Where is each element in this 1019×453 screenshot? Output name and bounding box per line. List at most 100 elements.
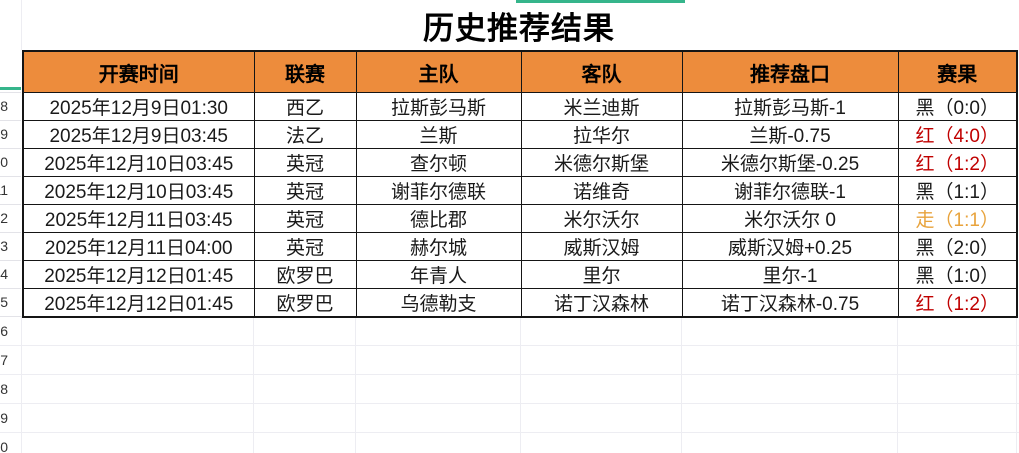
table-row: 2025年12月10日03:45 英冠 谢菲尔德联 诺维奇 谢菲尔德联-1 黑（1:1）	[22, 176, 1018, 205]
row-number[interactable]: 20	[0, 439, 8, 453]
row-number[interactable]: 14	[0, 266, 8, 282]
row-number[interactable]: 10	[0, 154, 8, 170]
row-number-strip: 8 9 10 11 12 13 14 15 16 17 18 19 20	[0, 0, 22, 453]
gridline	[21, 0, 22, 50]
cell-league[interactable]: 欧罗巴	[253, 260, 357, 289]
table-row: 2025年12月9日03:45 法乙 兰斯 拉华尔 兰斯-0.75 红（4:0）	[22, 120, 1018, 149]
column-header-home[interactable]: 主队	[355, 50, 522, 93]
cell-time[interactable]: 2025年12月12日01:45	[22, 288, 255, 318]
cell-time[interactable]: 2025年12月10日03:45	[22, 148, 255, 177]
row-number[interactable]: 18	[0, 381, 8, 397]
cell-result[interactable]: 黑（1:1）	[897, 176, 1018, 205]
cell-league[interactable]: 英冠	[253, 176, 357, 205]
cell-home[interactable]: 拉斯彭马斯	[355, 92, 522, 121]
cell-away[interactable]: 米尔沃尔	[520, 204, 683, 233]
cell-time[interactable]: 2025年12月11日04:00	[22, 232, 255, 261]
column-header-time[interactable]: 开赛时间	[22, 50, 255, 93]
table-row: 2025年12月10日03:45 英冠 查尔顿 米德尔斯堡 米德尔斯堡-0.25 红（1:…	[22, 148, 1018, 177]
cell-away[interactable]: 威斯汉姆	[520, 232, 683, 261]
cell-league[interactable]: 西乙	[253, 92, 357, 121]
gridline	[0, 260, 21, 261]
row-number[interactable]: 17	[0, 352, 8, 368]
cell-result[interactable]: 红（1:2）	[897, 148, 1018, 177]
cell-result[interactable]: 走（1:1）	[897, 204, 1018, 233]
gridline	[0, 148, 21, 149]
cell-time[interactable]: 2025年12月9日03:45	[22, 120, 255, 149]
gridline	[0, 232, 21, 233]
column-header-handicap[interactable]: 推荐盘口	[681, 50, 899, 93]
cell-league[interactable]: 英冠	[253, 232, 357, 261]
gridline	[0, 316, 21, 317]
cell-away[interactable]: 米德尔斯堡	[520, 148, 683, 177]
cell-result[interactable]: 黑（2:0）	[897, 232, 1018, 261]
cell-result[interactable]: 红（4:0）	[897, 120, 1018, 149]
gridline	[21, 316, 22, 453]
cell-away[interactable]: 诺维奇	[520, 176, 683, 205]
cell-away[interactable]: 米兰迪斯	[520, 92, 683, 121]
cell-result[interactable]: 黑（0:0）	[897, 92, 1018, 121]
cell-league[interactable]: 法乙	[253, 120, 357, 149]
row-number[interactable]: 16	[0, 323, 8, 339]
cell-result[interactable]: 红（1:2）	[897, 288, 1018, 318]
cell-away[interactable]: 诺丁汉森林	[520, 288, 683, 318]
table-row: 2025年12月12日01:45 欧罗巴 乌德勒支 诺丁汉森林 诺丁汉森林-0.75 红（…	[22, 288, 1018, 318]
gridline	[253, 316, 254, 453]
cell-home[interactable]: 年青人	[355, 260, 522, 289]
gridline	[681, 316, 682, 453]
cell-handicap[interactable]: 诺丁汉森林-0.75	[681, 288, 899, 318]
gridline	[0, 374, 1019, 375]
gridline	[0, 176, 21, 177]
column-header-away[interactable]: 客队	[520, 50, 683, 93]
row-number[interactable]: 9	[0, 126, 8, 142]
cell-home[interactable]: 乌德勒支	[355, 288, 522, 318]
cell-result[interactable]: 黑（1:0）	[897, 260, 1018, 289]
cell-handicap[interactable]: 拉斯彭马斯-1	[681, 92, 899, 121]
table-row: 2025年12月12日01:45 欧罗巴 年青人 里尔 里尔-1 黑（1:0）	[22, 260, 1018, 289]
gridline	[0, 432, 1019, 433]
table-header-row: 开赛时间 联赛 主队 客队 推荐盘口 赛果	[22, 50, 1018, 93]
cell-league[interactable]: 英冠	[253, 204, 357, 233]
row-number[interactable]: 11	[0, 182, 8, 198]
cell-home[interactable]: 赫尔城	[355, 232, 522, 261]
cell-handicap[interactable]: 里尔-1	[681, 260, 899, 289]
gridline	[0, 204, 21, 205]
column-header-league[interactable]: 联赛	[253, 50, 357, 93]
cell-handicap[interactable]: 兰斯-0.75	[681, 120, 899, 149]
gridline	[520, 316, 521, 453]
selection-accent-left	[0, 87, 21, 90]
cell-home[interactable]: 查尔顿	[355, 148, 522, 177]
cell-home[interactable]: 德比郡	[355, 204, 522, 233]
gridline	[0, 403, 1019, 404]
row-number[interactable]: 13	[0, 238, 8, 254]
sheet-title[interactable]: 历史推荐结果	[423, 10, 615, 46]
recommendation-table: 开赛时间 联赛 主队 客队 推荐盘口 赛果 2025年12月9日01:30 西乙 拉斯彭马斯米…	[22, 50, 1018, 318]
cell-handicap[interactable]: 米尔沃尔 0	[681, 204, 899, 233]
table-row: 2025年12月9日01:30 西乙 拉斯彭马斯 米兰迪斯 拉斯彭马斯-1 黑（0:0）	[22, 92, 1018, 121]
row-number[interactable]: 15	[0, 294, 8, 310]
row-number[interactable]: 12	[0, 210, 8, 226]
gridline	[0, 120, 21, 121]
gridline	[0, 92, 21, 93]
cell-league[interactable]: 欧罗巴	[253, 288, 357, 318]
cell-handicap[interactable]: 威斯汉姆+0.25	[681, 232, 899, 261]
gridline	[0, 345, 1019, 346]
gridline	[0, 288, 21, 289]
cell-time[interactable]: 2025年12月12日01:45	[22, 260, 255, 289]
cell-league[interactable]: 英冠	[253, 148, 357, 177]
cell-home[interactable]: 兰斯	[355, 120, 522, 149]
gridline	[355, 316, 356, 453]
gridline	[1016, 316, 1017, 453]
row-number[interactable]: 19	[0, 410, 8, 426]
cell-away[interactable]: 里尔	[520, 260, 683, 289]
cell-time[interactable]: 2025年12月10日03:45	[22, 176, 255, 205]
cell-away[interactable]: 拉华尔	[520, 120, 683, 149]
selection-accent-top	[516, 0, 685, 3]
table-row: 2025年12月11日04:00 英冠 赫尔城 威斯汉姆 威斯汉姆+0.25 黑（2:0）	[22, 232, 1018, 261]
row-number[interactable]: 8	[0, 98, 8, 114]
cell-time[interactable]: 2025年12月9日01:30	[22, 92, 255, 121]
column-header-result[interactable]: 赛果	[897, 50, 1018, 93]
cell-time[interactable]: 2025年12月11日03:45	[22, 204, 255, 233]
cell-handicap[interactable]: 谢菲尔德联-1	[681, 176, 899, 205]
cell-home[interactable]: 谢菲尔德联	[355, 176, 522, 205]
cell-handicap[interactable]: 米德尔斯堡-0.25	[681, 148, 899, 177]
